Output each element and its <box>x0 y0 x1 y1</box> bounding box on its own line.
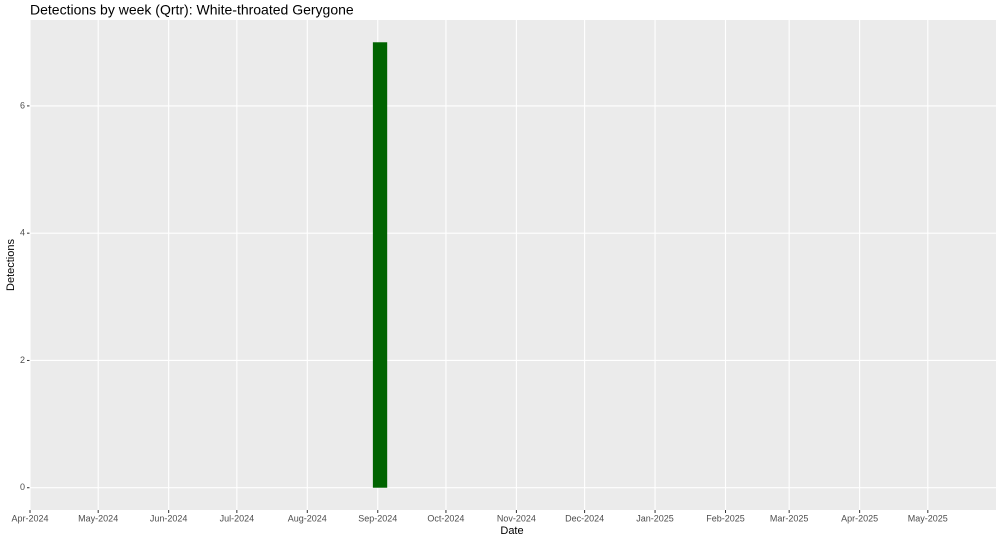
x-tick-label: Jun-2024 <box>150 513 188 523</box>
x-tick-label: Aug-2024 <box>288 513 327 523</box>
x-tick-label: Feb-2025 <box>706 513 745 523</box>
x-tick-label: Sep-2024 <box>358 513 397 523</box>
y-tick-label: 0 <box>20 482 25 492</box>
y-tick-label: 6 <box>20 100 25 110</box>
x-tick-label: May-2025 <box>908 513 948 523</box>
bar <box>372 42 388 488</box>
y-axis-label: Detections <box>5 239 17 291</box>
x-tick-label: Nov-2024 <box>497 513 536 523</box>
x-tick-label: Apr-2025 <box>841 513 878 523</box>
x-tick-label: Jul-2024 <box>220 513 255 523</box>
x-tick-label: Dec-2024 <box>565 513 604 523</box>
x-tick-label: Jan-2025 <box>636 513 674 523</box>
x-axis-label: Date <box>500 525 523 537</box>
panel <box>30 20 996 510</box>
x-tick-label: Apr-2024 <box>11 513 48 523</box>
chart-title: Detections by week (Qrtr): White-throate… <box>30 2 354 18</box>
y-tick-label: 4 <box>20 228 25 238</box>
x-tick-label: Mar-2025 <box>770 513 809 523</box>
y-tick-label: 2 <box>20 355 25 365</box>
x-tick-label: Oct-2024 <box>427 513 464 523</box>
x-tick-label: May-2024 <box>78 513 118 523</box>
